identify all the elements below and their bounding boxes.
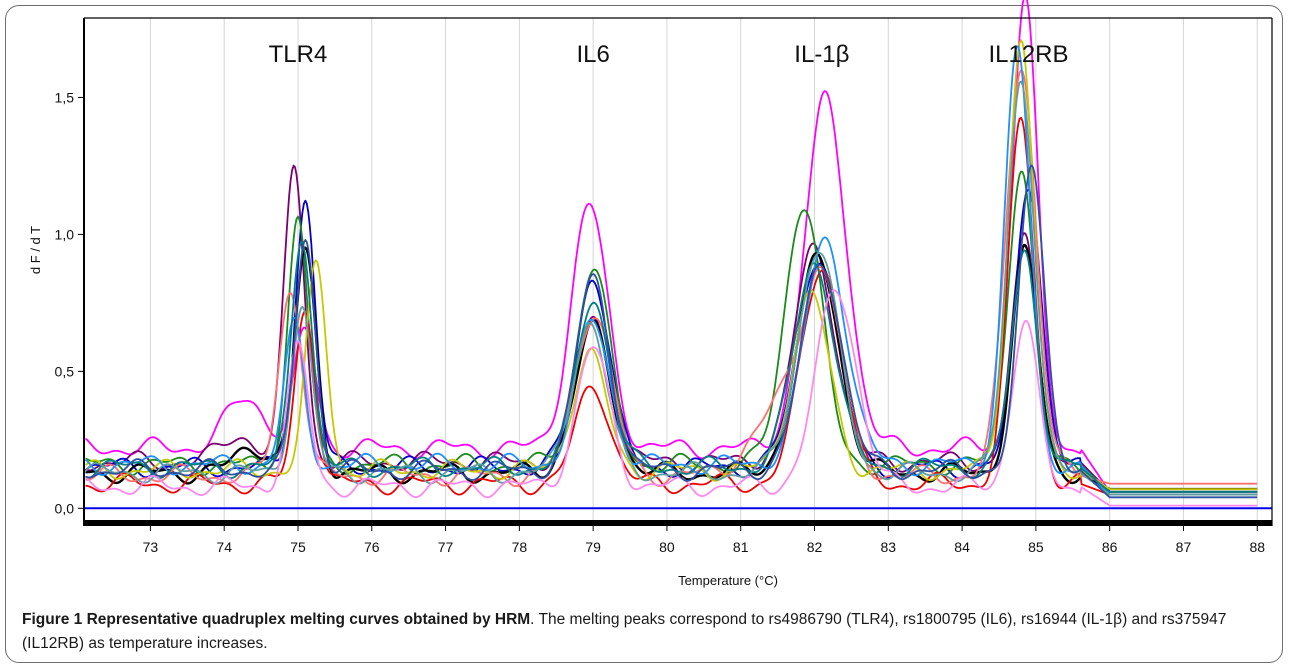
series-line [85,164,1258,499]
series-line [84,289,1258,507]
y-tick-label: 0,0 [55,500,75,516]
x-axis-title: Temperature (°C) [678,573,778,588]
peak-label: IL-1β [794,41,849,68]
y-tick-label: 1,0 [55,226,75,242]
y-tick-label: 0,5 [55,363,75,379]
series-line [84,80,1258,496]
melting-curve-chart: 73 74 75 76 77 78 79 80 81 82 83 84 85 86 87 88 0,0 0,5 1,… [28,0,1273,588]
series-line [85,116,1258,496]
grid-lines [149,18,1258,522]
x-tick-label: 74 [216,539,232,555]
x-tick-label: 82 [807,539,823,555]
x-tick-label: 87 [1176,539,1192,555]
y-axis-title: d F / d T [28,226,43,274]
series-line [84,0,1258,493]
x-tick-label: 78 [512,539,528,555]
caption-body: . The melting peaks correspond to rs4986… [22,611,1227,652]
series-line [84,188,1258,496]
series-line [85,241,1258,493]
x-tick-label: 86 [1102,539,1118,555]
labels: 73 74 75 76 77 78 79 80 81 82 83 84 85 86 87 88 0,0 0,5 1,… [28,41,1265,588]
x-tick-label: 76 [364,539,380,555]
series-line [84,39,1258,490]
figure-caption: Figure 1 Representative quadruplex melti… [22,608,1272,656]
x-tick-label: 75 [290,539,306,555]
series-line [84,45,1258,496]
x-tick-label: 79 [585,539,601,555]
x-tick-label: 80 [659,539,675,555]
x-tick-label: 81 [733,539,749,555]
x-tick-label: 73 [143,539,159,555]
x-axis-line [84,520,1272,526]
melting-curves [84,0,1258,507]
peak-label: IL6 [576,41,609,68]
peak-label: IL12RB [988,41,1068,68]
axes [78,17,1273,531]
y-tick-label: 1,5 [55,89,75,105]
caption-title: Figure 1 Representative quadruplex melti… [22,611,531,628]
x-tick-label: 77 [438,539,454,555]
peak-label: TLR4 [269,41,328,68]
figure-frame [5,5,1283,663]
x-tick-label: 83 [881,539,897,555]
series-line [85,69,1258,487]
x-tick-label: 84 [954,539,970,555]
x-tick-label: 88 [1249,539,1265,555]
x-tick-label: 85 [1028,539,1044,555]
